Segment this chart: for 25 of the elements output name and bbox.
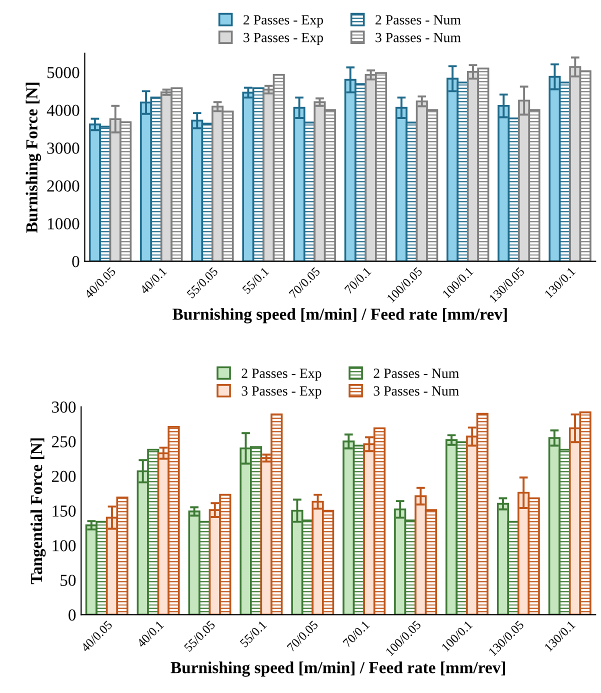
legend-label: 3 Passes - Num xyxy=(376,32,461,42)
y-tick-label: 300 xyxy=(52,401,76,413)
x-axis-title: Burnishing speed [m/min] / Feed rate [mm/rev] xyxy=(170,662,506,677)
y-axis-title: Tangential Force [N] xyxy=(30,438,46,584)
y-tick-label: 50 xyxy=(60,574,76,586)
y-tick-label: 150 xyxy=(52,505,76,517)
legend-label: 2 Passes - Exp xyxy=(242,368,322,381)
y-axis-title: Burnishing Force [N] xyxy=(26,82,41,233)
legend-label: 2 Passes - Num xyxy=(374,368,459,378)
legend-label: 2 Passes - Exp xyxy=(244,15,324,28)
legend-label: 3 Passes - Num xyxy=(374,386,459,396)
y-tick-label: 5000 xyxy=(48,66,80,78)
y-tick-label: 3000 xyxy=(47,142,80,154)
y-tick-label: 200 xyxy=(52,470,76,482)
y-tick-label: 0 xyxy=(68,609,76,621)
y-tick-label: 2000 xyxy=(47,180,80,192)
y-tick-label: 1000 xyxy=(48,218,80,230)
legend-label: 3 Passes - Exp xyxy=(244,32,324,46)
y-tick-label: 250 xyxy=(52,436,76,448)
x-axis-title: Burnishing speed [m/min] / Feed rate [mm/rev] xyxy=(172,308,507,324)
y-tick-label: 0 xyxy=(72,256,80,268)
y-tick-label: 100 xyxy=(52,540,76,552)
y-tick-label: 4000 xyxy=(46,104,80,116)
legend-label: 3 Passes - Exp xyxy=(242,386,322,398)
legend-label: 2 Passes - Num xyxy=(376,15,461,25)
